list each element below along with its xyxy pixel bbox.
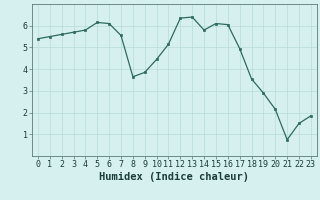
X-axis label: Humidex (Indice chaleur): Humidex (Indice chaleur): [100, 172, 249, 182]
